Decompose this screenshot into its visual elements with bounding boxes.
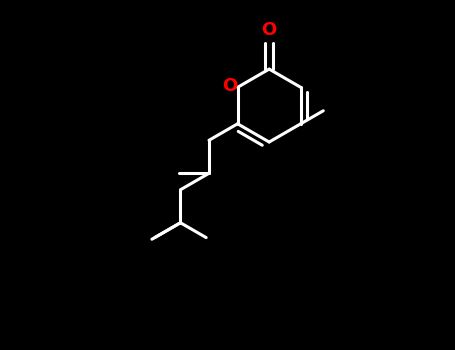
Text: O: O — [262, 21, 277, 39]
Text: O: O — [222, 77, 238, 95]
